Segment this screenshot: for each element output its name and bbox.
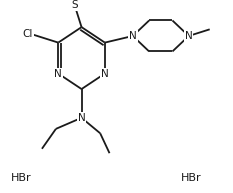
Text: HBr: HBr xyxy=(181,173,201,183)
Text: N: N xyxy=(101,69,109,79)
Text: HBr: HBr xyxy=(11,173,31,183)
Text: N: N xyxy=(185,31,193,41)
Text: N: N xyxy=(129,31,137,41)
Text: Cl: Cl xyxy=(23,29,33,39)
Text: N: N xyxy=(54,69,62,79)
Text: S: S xyxy=(71,0,78,10)
Text: N: N xyxy=(78,113,86,123)
